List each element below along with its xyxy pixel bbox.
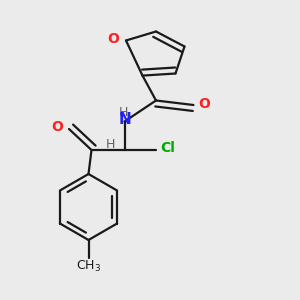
Text: Cl: Cl [160,142,175,155]
Text: O: O [52,120,64,134]
Text: CH$_3$: CH$_3$ [76,259,101,274]
Text: H: H [118,106,128,119]
Text: N: N [119,112,132,128]
Text: O: O [107,32,119,46]
Text: H: H [105,137,115,151]
Text: O: O [198,97,210,110]
